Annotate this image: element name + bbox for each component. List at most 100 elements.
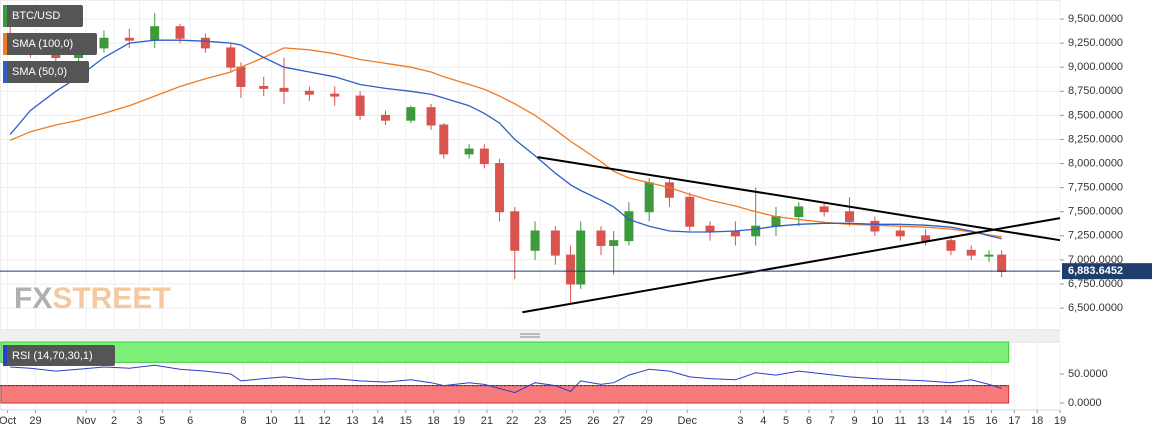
price-pane: [0, 0, 1061, 331]
x-tick-label: 25: [559, 415, 571, 427]
x-tick-label: 23: [534, 415, 546, 427]
candle-body: [997, 254, 1007, 272]
candle-body: [406, 107, 416, 121]
y-tick-label: 7,750.0000: [1068, 182, 1123, 194]
candle-body: [355, 95, 365, 116]
legend: BTC/USD SMA (100,0) SMA (50,0) RSI (14,70,3…: [3, 5, 115, 366]
candle-body: [124, 37, 134, 41]
candle-body: [550, 230, 560, 256]
candle-body: [566, 254, 576, 285]
watermark-street: STREET: [52, 282, 170, 315]
x-tick-label: 19: [1054, 415, 1066, 427]
legend-swatch: [3, 61, 7, 83]
candle-body: [304, 90, 314, 95]
candle-body: [99, 37, 109, 49]
rsi-y-tick-label: 0.0000: [1068, 397, 1102, 409]
candle-body: [426, 107, 436, 126]
x-tick-label: 18: [428, 415, 440, 427]
sma-line: [9, 39, 1002, 240]
legend-swatch: [3, 33, 7, 55]
candle-body: [200, 37, 210, 49]
candle-body: [921, 235, 931, 242]
y-tick-label: 7,250.0000: [1068, 230, 1123, 242]
candle-body: [175, 26, 185, 39]
candle-body: [279, 87, 289, 92]
x-tick-label: 16: [985, 415, 997, 427]
rsi-legend-box[interactable]: [3, 345, 115, 366]
last-price-box: [1062, 263, 1152, 280]
x-tick-label: 9: [852, 415, 858, 427]
legend-label: SMA (100,0): [12, 38, 73, 50]
y-tick-label: 6,500.0000: [1068, 302, 1123, 314]
watermark: FXSTREET: [14, 282, 171, 315]
x-tick-label: 22: [506, 415, 518, 427]
candle-body: [771, 216, 781, 227]
trend-line: [537, 156, 1061, 242]
y-tick-label: 6,750.0000: [1068, 278, 1123, 290]
x-tick-label: Oct: [0, 415, 16, 427]
legend-swatch: [3, 5, 7, 27]
candle-body: [330, 93, 340, 97]
y-tick-label: 7,500.0000: [1068, 206, 1123, 218]
x-tick-label: 5: [783, 415, 789, 427]
x-tick-label: 19: [453, 415, 465, 427]
candle-body: [685, 196, 695, 227]
x-tick-label: 15: [400, 415, 412, 427]
candle-body: [259, 85, 269, 89]
y-tick-label: 8,250.0000: [1068, 133, 1123, 145]
x-tick-label: 5: [159, 415, 165, 427]
candle-body: [819, 206, 829, 213]
x-tick-label: 17: [1008, 415, 1020, 427]
x-tick-label: 13: [917, 415, 929, 427]
legend-box[interactable]: [3, 61, 89, 83]
x-tick-label: 29: [29, 415, 41, 427]
candle-body: [479, 148, 489, 165]
axis-layer: 6,500.0000 6,750.0000 7,000.0000 7,250.0000…: [0, 13, 1152, 427]
x-tick-label: 11: [895, 415, 906, 427]
x-tick-label: 10: [265, 415, 277, 427]
y-tick-label: 8,000.0000: [1068, 157, 1123, 169]
x-tick-label: 12: [318, 415, 330, 427]
candle-body: [226, 47, 236, 68]
candle-body: [845, 211, 855, 222]
candle-body: [664, 182, 674, 198]
legend-label: BTC/USD: [12, 10, 60, 22]
x-tick-label: Nov: [76, 415, 96, 427]
x-tick-label: 10: [871, 415, 883, 427]
x-tick-label: 11: [294, 415, 305, 427]
candle-body: [966, 249, 976, 256]
legend-label: SMA (50,0): [12, 66, 67, 78]
x-tick-label: 4: [760, 415, 766, 427]
watermark-layer: FXSTREET: [14, 282, 171, 315]
candle-body: [705, 225, 715, 232]
pane-divider[interactable]: [0, 331, 1060, 341]
data-layer: [0, 13, 1061, 394]
candle-body: [946, 240, 956, 251]
x-tick-label: 3: [737, 415, 743, 427]
x-tick-label: 7: [829, 415, 835, 427]
x-tick-label: 26: [587, 415, 599, 427]
x-tick-label: 29: [641, 415, 653, 427]
candle-body: [870, 220, 880, 232]
x-tick-label: 3: [136, 415, 142, 427]
x-tick-label: 6: [187, 415, 193, 427]
y-tick-label: 9,250.0000: [1068, 37, 1123, 49]
y-tick-label: 7,000.0000: [1068, 254, 1123, 266]
candle-body: [644, 182, 654, 213]
legend-box[interactable]: [3, 5, 83, 27]
x-tick-label: 13: [346, 415, 358, 427]
x-tick-label: 14: [372, 415, 384, 427]
candle-body: [609, 240, 619, 246]
candle-body: [150, 26, 160, 41]
rsi-oversold-band: [0, 385, 1010, 404]
candle-body: [236, 66, 246, 87]
candle-body: [380, 114, 390, 121]
rsi-y-tick-label: 50.0000: [1068, 368, 1108, 380]
trend-line: [522, 217, 1061, 314]
candle-body: [596, 230, 606, 246]
legend-box[interactable]: [3, 33, 97, 55]
candle-body: [495, 163, 505, 213]
y-tick-label: 8,500.0000: [1068, 109, 1123, 121]
watermark-fx: FX: [14, 282, 52, 315]
